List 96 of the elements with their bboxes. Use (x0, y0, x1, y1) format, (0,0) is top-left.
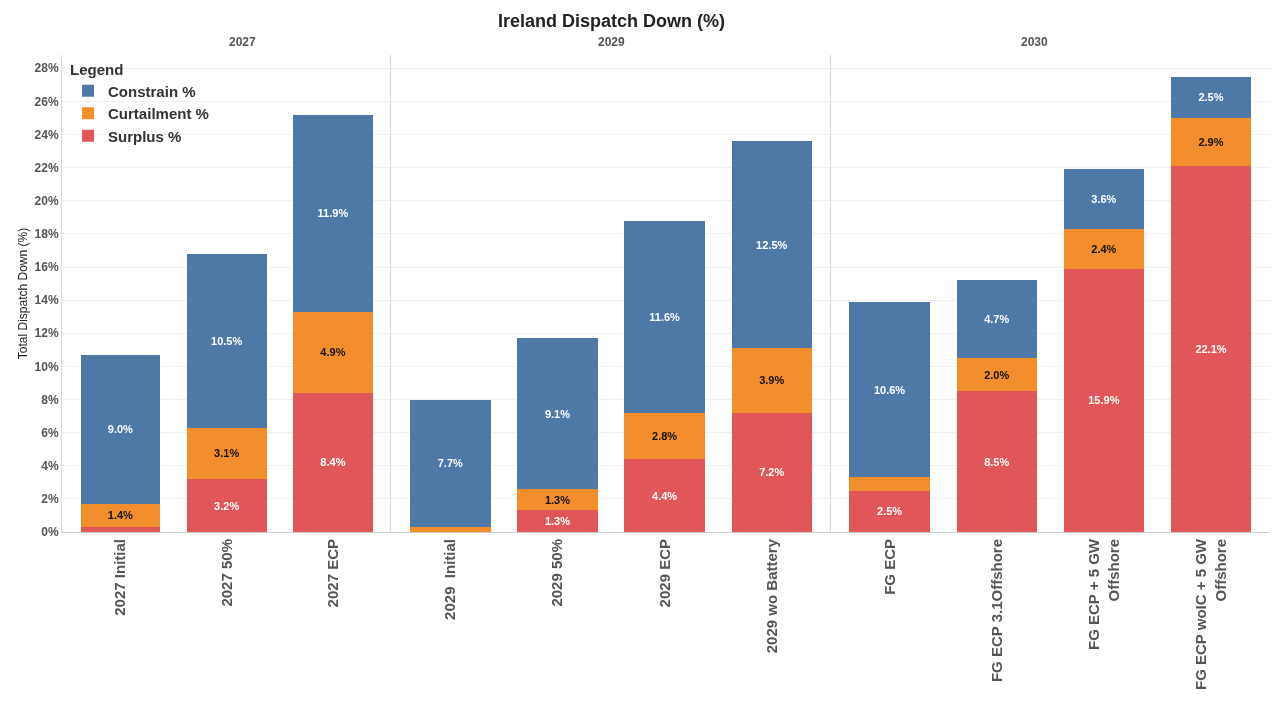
data-label: 1.4% (107, 509, 134, 522)
data-label: 4.4% (652, 489, 678, 502)
x-tick-label: FG ECP woIC + 5 GW Offshore (1192, 538, 1229, 690)
bar (731, 348, 812, 413)
bar (956, 391, 1037, 532)
bar (186, 253, 267, 428)
bar (80, 503, 161, 528)
data-label: 3.6% (1091, 193, 1117, 206)
bar (186, 479, 267, 532)
data-label: 2.5% (1198, 91, 1224, 104)
bar (517, 338, 598, 489)
y-tick-label: 22% (34, 160, 59, 175)
data-label: 3.1% (214, 447, 240, 460)
data-label: 1.3% (544, 515, 571, 528)
data-label: 8.4% (320, 456, 346, 469)
legend-label: Constrain % (108, 82, 196, 100)
data-label: 11.9% (317, 207, 349, 220)
bar (956, 280, 1037, 359)
y-tick-label: 10% (34, 359, 59, 374)
y-tick-label: 24% (34, 127, 59, 142)
data-label: 22.1% (1195, 342, 1227, 355)
y-tick-label: 28% (34, 61, 59, 76)
bar (293, 311, 373, 393)
bar (624, 412, 705, 460)
bar (1063, 169, 1145, 229)
x-tick-label: 2029 ECP (655, 539, 673, 608)
bar (517, 510, 598, 532)
y-tick-label: 20% (34, 193, 59, 208)
bar (1063, 228, 1145, 269)
data-label: 4.7% (984, 313, 1010, 326)
data-label: 2.0% (984, 368, 1010, 381)
y-tick-label: 0% (41, 525, 59, 540)
bar (80, 354, 161, 504)
bar (1170, 165, 1252, 532)
bar (849, 477, 930, 491)
y-tick-label: 26% (34, 94, 59, 109)
x-tick-label: 2027 ECP (323, 539, 341, 608)
y-tick-label: 16% (34, 260, 59, 275)
data-label: 2.4% (1091, 242, 1117, 255)
x-tick-label: 2027 Initial (111, 539, 129, 616)
bar (731, 412, 812, 532)
data-label: 7.2% (759, 466, 785, 479)
data-label: 10.6% (873, 383, 906, 396)
x-tick-label: 2029 wo Battery (762, 538, 780, 654)
bar (1063, 268, 1145, 532)
data-label: 11.6% (649, 310, 681, 323)
data-label: 1.3% (544, 493, 571, 506)
y-tick-label: 18% (34, 227, 59, 242)
y-tick-label: 4% (41, 458, 59, 473)
bar (186, 427, 267, 479)
y-tick-label: 14% (34, 293, 59, 308)
legend-label: Surplus % (108, 127, 182, 145)
data-label: 8.5% (984, 455, 1010, 468)
data-label: 12.5% (756, 238, 788, 251)
data-label: 7.7% (437, 457, 464, 470)
bar (1170, 117, 1252, 166)
y-axis-title: Total Dispatch Down (%) (15, 227, 30, 360)
data-label: 10.5% (211, 334, 243, 347)
bar (624, 459, 705, 532)
data-label: 4.9% (320, 346, 346, 359)
data-label: 2.5% (877, 505, 903, 518)
bar (293, 392, 373, 532)
bar (624, 220, 705, 413)
bar (293, 114, 373, 312)
data-label: 15.9% (1088, 394, 1120, 407)
data-label: 9.0% (107, 423, 134, 436)
x-tick-label: 2029 Initial (441, 539, 459, 620)
chart-subtitle: 2027 (229, 35, 257, 49)
legend-title: Legend (70, 60, 124, 78)
data-label: 3.2% (214, 499, 240, 512)
data-label: 2.8% (652, 429, 678, 442)
bar (956, 358, 1037, 392)
x-tick-label: FG ECP + 5 GW Offshore (1085, 538, 1122, 650)
x-tick-label: FG ECP (880, 539, 898, 595)
x-tick-label: FG ECP 3.1Offshore (987, 539, 1005, 683)
chart-title: Ireland Dispatch Down (%) (498, 11, 726, 31)
chart-subtitle: 2030 (1021, 35, 1049, 49)
legend-label: Curtailment % (108, 105, 209, 123)
y-tick-label: 12% (34, 326, 59, 341)
bar (731, 141, 812, 349)
y-tick-label: 6% (41, 425, 59, 440)
bar (80, 527, 161, 532)
y-tick-label: 2% (41, 492, 59, 507)
x-tick-label: 2027 50% (217, 539, 235, 607)
bar (1170, 76, 1252, 118)
x-tick-label: 2029 50% (548, 539, 566, 607)
y-tick-label: 8% (41, 392, 59, 407)
bar (849, 490, 930, 532)
bar (849, 301, 930, 478)
data-label: 9.1% (544, 407, 571, 420)
bar (410, 399, 491, 528)
bar (517, 488, 598, 511)
bar (410, 527, 491, 532)
data-label: 3.9% (759, 374, 785, 387)
data-label: 2.9% (1198, 135, 1224, 148)
chart-subtitle: 2029 (598, 35, 626, 49)
